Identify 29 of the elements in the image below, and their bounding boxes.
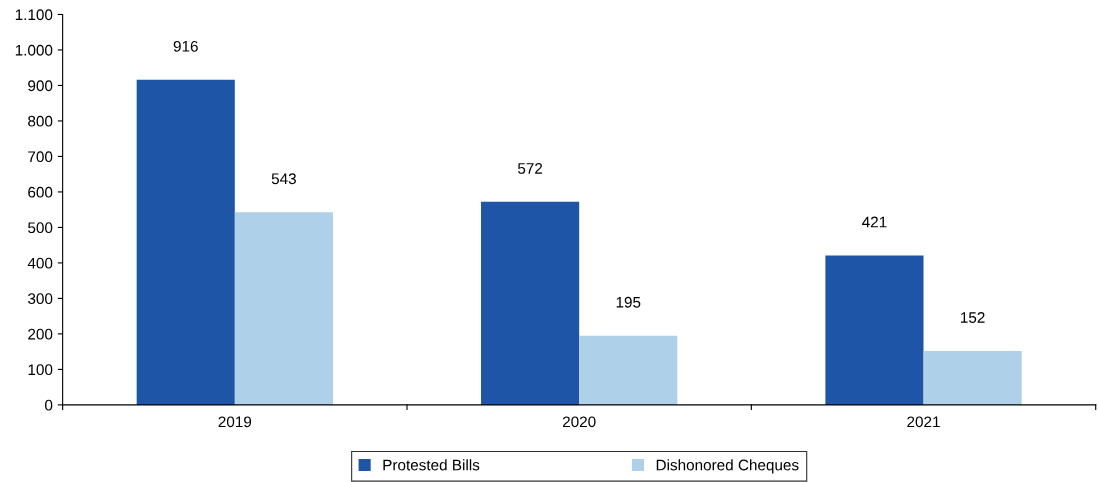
bar: [481, 201, 580, 405]
y-tick-label: 400: [27, 257, 53, 269]
y-tick-label: 300: [28, 293, 53, 305]
legend-label: Dishonored Cheques: [656, 459, 799, 474]
y-tick-label: 200: [28, 328, 53, 340]
y-tick-label: 800: [28, 115, 53, 127]
bar: [136, 79, 235, 405]
y-tick-label: 0: [45, 399, 53, 411]
x-tick-label: 2019: [218, 416, 252, 428]
data-label: 152: [961, 312, 985, 323]
bar: [923, 350, 1022, 405]
data-label: 916: [173, 40, 198, 52]
y-tick-label: 1.000: [15, 44, 53, 56]
x-tick-label: 2020: [562, 416, 596, 428]
legend-label: Protested Bills: [383, 459, 480, 471]
y-tick-label: 700: [28, 151, 53, 163]
data-label: 195: [616, 296, 641, 308]
y-tick-label: 1.100: [15, 9, 53, 21]
y-tick-label: 100: [28, 364, 53, 376]
y-tick-label: 500: [28, 222, 53, 234]
x-tick-label: 2021: [907, 416, 940, 428]
y-tick-label: 600: [28, 186, 53, 198]
bar: [825, 255, 924, 405]
y-tick-label: 900: [28, 80, 53, 92]
data-label: 421: [862, 216, 887, 228]
bar: [579, 335, 678, 405]
data-label: 543: [271, 173, 296, 185]
data-label: 572: [517, 163, 543, 174]
bar: [234, 212, 333, 405]
